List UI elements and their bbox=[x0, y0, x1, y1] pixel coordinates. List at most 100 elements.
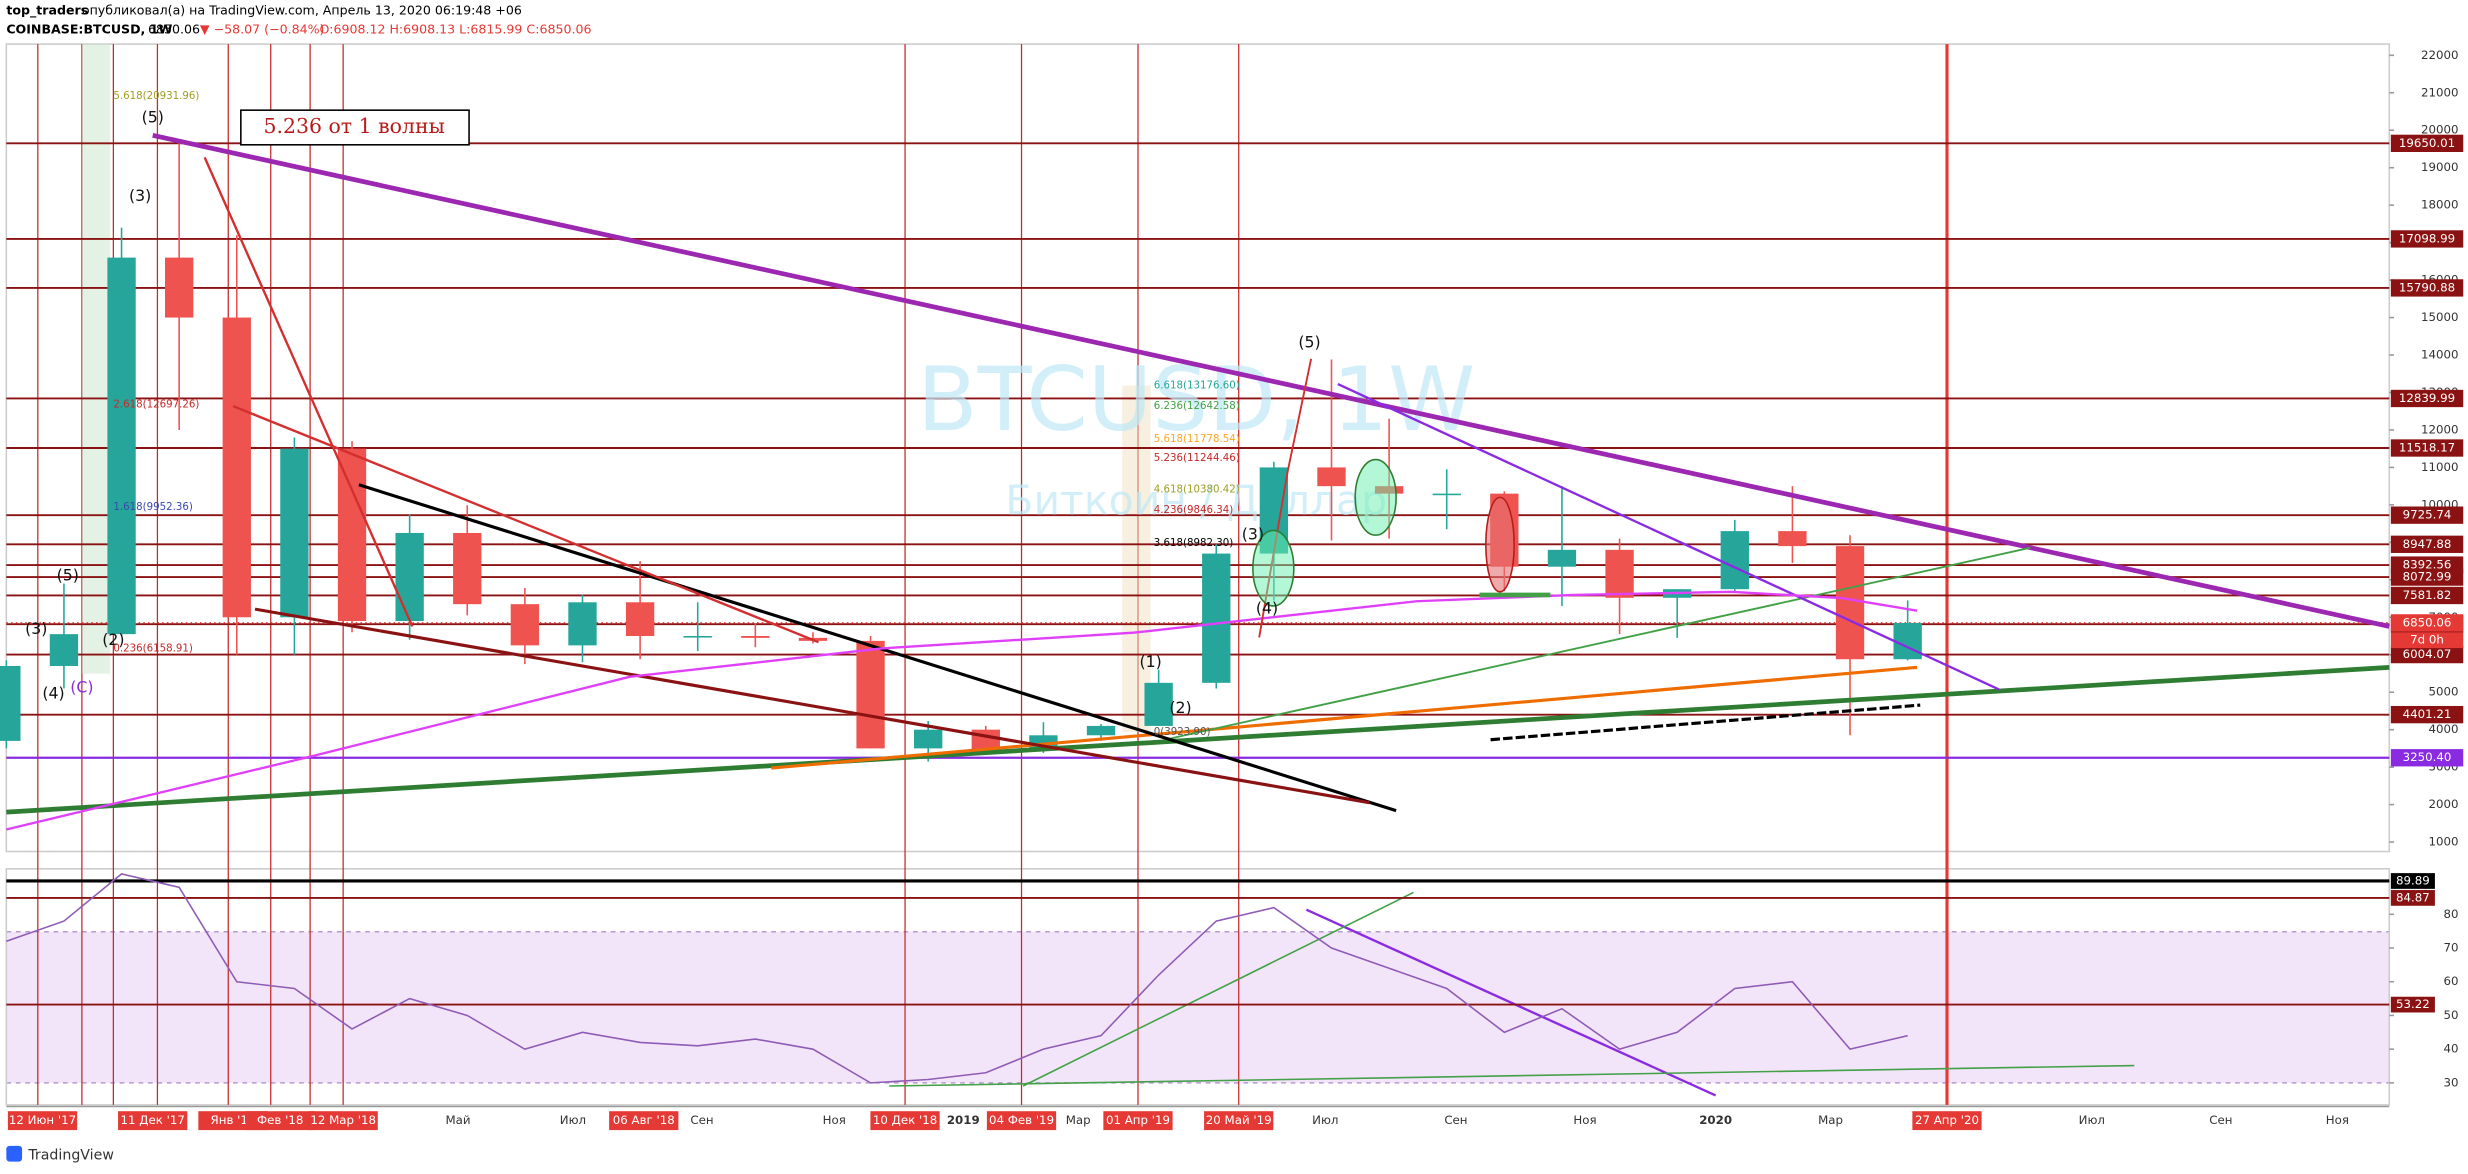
level-label: 8947.88 bbox=[2403, 537, 2452, 551]
level-label: 9725.74 bbox=[2403, 508, 2452, 522]
last-price: 6850.06 bbox=[148, 21, 200, 36]
time-label: Май bbox=[446, 1113, 471, 1127]
time-highlight bbox=[986, 1111, 1057, 1131]
time-label: 11 Дек '17 bbox=[121, 1113, 185, 1127]
level-label: 12839.99 bbox=[2399, 391, 2455, 405]
rsi-line bbox=[6, 873, 1908, 1084]
time-label: 2020 bbox=[1699, 1113, 1732, 1127]
candle-body bbox=[107, 257, 136, 635]
rsi-level-label: 53.22 bbox=[2396, 997, 2430, 1011]
note: 5.236 от 1 волны bbox=[263, 114, 444, 138]
time-label: Ноя bbox=[1573, 1113, 1596, 1127]
symbol: COINBASE:BTCUSD, 1W bbox=[6, 21, 172, 36]
wave-label: (2) bbox=[1169, 698, 1191, 717]
level-box bbox=[2390, 568, 2464, 586]
candle-body bbox=[1317, 467, 1346, 487]
level-label: 6004.07 bbox=[2403, 647, 2452, 661]
y-tick-label: 18000 bbox=[2421, 198, 2459, 212]
y-tick-label: 14000 bbox=[2421, 348, 2459, 362]
rsi bbox=[6, 873, 2390, 1084]
level-label: 19650.01 bbox=[2399, 136, 2455, 150]
candle-body bbox=[510, 604, 540, 646]
last-price-label: 6850.06 bbox=[2403, 615, 2452, 629]
candle-body bbox=[1835, 546, 1865, 660]
time-label: 06 Авг '18 bbox=[613, 1113, 675, 1127]
y-tick-label: 20000 bbox=[2421, 123, 2459, 137]
support-label: 3250.40 bbox=[2403, 750, 2452, 764]
rsi-level-box bbox=[2390, 890, 2435, 906]
level-label: 15790.88 bbox=[2399, 280, 2455, 294]
level-box bbox=[2390, 506, 2464, 524]
candle-body bbox=[453, 532, 482, 605]
time-highlight bbox=[118, 1111, 188, 1131]
candle-body bbox=[222, 317, 251, 618]
time-label: 04 Фев '19 bbox=[989, 1113, 1054, 1127]
time-label: Мар bbox=[1066, 1113, 1091, 1127]
rsi-level-box bbox=[2390, 873, 2435, 889]
rsi-band bbox=[6, 931, 2390, 1083]
wave-label: (3) bbox=[1242, 525, 1264, 544]
time-label: Ноя bbox=[823, 1113, 846, 1127]
fib-zone-right bbox=[1122, 385, 1151, 732]
fib-label: 6.236(12642.58) bbox=[1154, 401, 1240, 412]
rsi-tick-label: 30 bbox=[2444, 1075, 2459, 1089]
candle-body bbox=[337, 448, 367, 622]
time-label: 12 Июн '17 bbox=[9, 1113, 76, 1127]
candle-body bbox=[0, 665, 21, 741]
rsi-level-label: 84.87 bbox=[2396, 890, 2430, 904]
fib-label: 4.236(9846.34) bbox=[1154, 505, 1233, 516]
time-label: Ноя bbox=[2326, 1113, 2349, 1127]
rsi-level-label: 89.89 bbox=[2396, 873, 2430, 887]
candle-body bbox=[1202, 553, 1231, 683]
time-highlight bbox=[1204, 1111, 1274, 1131]
rsi-level-box bbox=[2390, 996, 2435, 1013]
logo bbox=[6, 1145, 23, 1162]
wave-label: (5) bbox=[142, 108, 164, 127]
wave-label: (5) bbox=[1298, 333, 1320, 352]
axes: 1000200030004000500060007000800090001000… bbox=[7, 48, 2464, 1131]
rsi-tick-label: 80 bbox=[2444, 907, 2459, 921]
wave-label: (1) bbox=[1139, 652, 1161, 671]
time-label: Июл bbox=[1312, 1113, 1338, 1127]
footer: TradingView bbox=[27, 1147, 114, 1163]
time-label: 01 Апр '19 bbox=[1106, 1113, 1170, 1127]
time-highlight bbox=[308, 1111, 378, 1131]
rsi-pane bbox=[5, 868, 2391, 1106]
rsi-tick-label: 60 bbox=[2444, 974, 2459, 988]
fib-label: 2.618(12697.26) bbox=[113, 400, 199, 411]
level-label: 4401.21 bbox=[2403, 707, 2452, 721]
wave-label: (3) bbox=[129, 186, 151, 205]
wave-label: (C) bbox=[70, 677, 93, 696]
time-label: Мар bbox=[1818, 1113, 1843, 1127]
support-box bbox=[2390, 749, 2464, 767]
fib-zone-left bbox=[81, 44, 111, 674]
level-label: 8072.99 bbox=[2403, 570, 2452, 584]
published: опубликовал(а) на TradingView.com, Апрел… bbox=[82, 3, 522, 18]
fib-label: 1.618(9952.36) bbox=[113, 502, 192, 513]
level-box bbox=[2390, 134, 2464, 153]
y-tick-label: 15000 bbox=[2421, 310, 2459, 324]
wave-label: (4) bbox=[1256, 599, 1278, 618]
change: ▼ −58.07 (−0.84%) bbox=[200, 21, 325, 36]
time-highlight bbox=[1912, 1111, 1982, 1131]
time-highlight bbox=[1103, 1111, 1173, 1131]
wave-label: (3) bbox=[25, 619, 47, 638]
candle-body bbox=[165, 257, 194, 318]
fib-label: 6.618(13176.60) bbox=[1154, 381, 1240, 392]
time-label: 10 Дек '18 bbox=[873, 1113, 937, 1127]
candle-body bbox=[1720, 531, 1749, 590]
countdown-box bbox=[2390, 632, 2464, 649]
candle-body bbox=[280, 448, 309, 618]
time-label: 2019 bbox=[947, 1113, 980, 1127]
time-label: Фев '18 bbox=[257, 1113, 303, 1127]
level-box bbox=[2390, 586, 2464, 605]
candle-body bbox=[856, 640, 885, 749]
candle-body bbox=[1144, 682, 1173, 726]
time-highlight bbox=[7, 1111, 78, 1131]
level-box bbox=[2390, 230, 2464, 248]
y-tick-label: 4000 bbox=[2428, 722, 2458, 736]
candle-body bbox=[1547, 549, 1577, 567]
level-box bbox=[2390, 705, 2464, 724]
time-highlight bbox=[245, 1111, 315, 1131]
